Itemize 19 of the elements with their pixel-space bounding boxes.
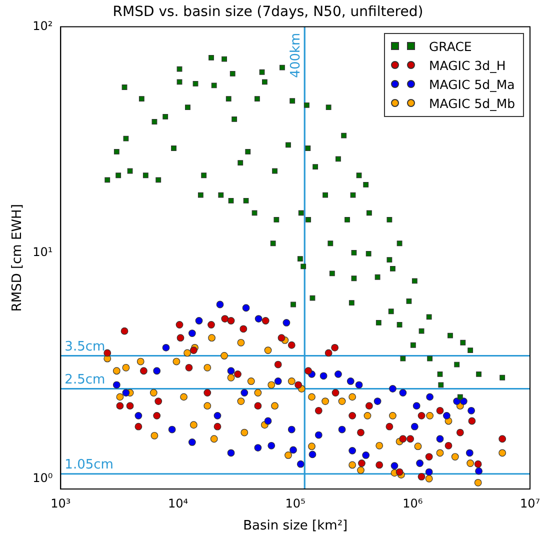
ref-line-label: 2.5cm [64, 372, 106, 388]
y-axis-title: RMSD [cm EWH] [10, 204, 26, 312]
legend-label: MAGIC 3d_H [429, 56, 506, 75]
y-tick-label: 10² [32, 18, 53, 33]
x-axis-title: Basin size [km²] [243, 518, 348, 534]
legend-label: GRACE [429, 38, 472, 56]
x-tick-label: 10³ [50, 496, 71, 510]
x-tick-label: 10⁴ [168, 496, 188, 510]
x-tick-label: 10⁷ [520, 496, 540, 510]
legend-label: MAGIC 5d_Ma [429, 76, 515, 94]
y-tick-label: 10¹ [32, 244, 53, 259]
chart-title: RMSD vs. basin size (7days, N50, unfiltered) [112, 4, 424, 20]
ref-line-label: 400km [288, 32, 304, 78]
y-tick-label: 10⁰ [32, 470, 53, 485]
x-tick-label: 10⁶ [402, 496, 423, 510]
ref-line-label: 3.5cm [64, 340, 106, 355]
ref-line-label: 1.05cm [64, 458, 114, 473]
x-tick-label: 10⁵ [285, 496, 306, 510]
legend-label: MAGIC 5d_Mb [429, 94, 516, 113]
